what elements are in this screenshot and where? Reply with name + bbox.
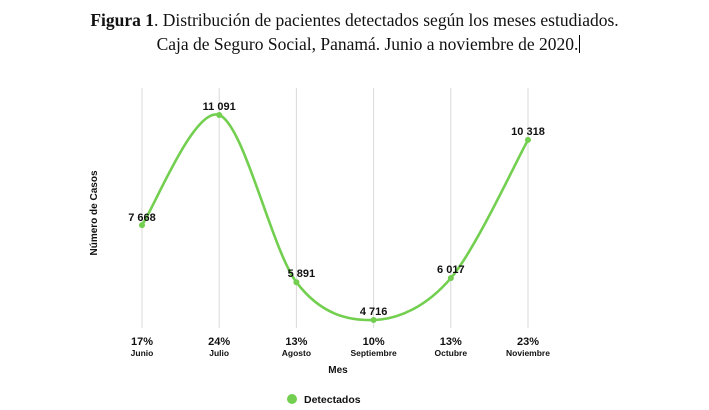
- value-label-octubre: 6 017: [437, 264, 465, 276]
- series-line-detectados: [140, 113, 530, 322]
- caption-line-1: Figura 1. Distribución de pacientes dete…: [0, 8, 709, 32]
- tick-label-junio: Junio: [131, 348, 154, 358]
- data-point-noviembre[interactable]: [525, 136, 531, 143]
- data-point-junio[interactable]: [139, 222, 145, 229]
- percent-label-noviembre: 23%: [517, 336, 539, 348]
- percent-label-octubre: 13%: [440, 336, 462, 348]
- figure-caption: Figura 1. Distribución de pacientes dete…: [0, 8, 709, 56]
- x-axis-labels: 17%Junio24%Julio13%Agosto10%Septiembre13…: [131, 336, 551, 358]
- data-point-octubre[interactable]: [447, 275, 454, 282]
- value-label-junio: 7 668: [128, 212, 156, 224]
- caption-subtitle: Caja de Seguro Social, Panamá. Junio a n…: [156, 34, 579, 54]
- value-label-septiembre: 4 716: [360, 306, 388, 318]
- tick-label-noviembre: Noviembre: [506, 348, 550, 358]
- value-label-noviembre: 10 318: [511, 126, 545, 138]
- data-point-agosto[interactable]: [293, 279, 300, 286]
- data-point-septiembre[interactable]: [370, 317, 377, 323]
- percent-label-junio: 17%: [131, 336, 153, 348]
- legend-swatch-detectados: [287, 394, 297, 404]
- value-label-julio: 11 091: [203, 101, 236, 113]
- tick-label-octubre: Octubre: [435, 348, 468, 358]
- percent-label-agosto: 13%: [285, 336, 307, 348]
- legend-label-detectados: Detectados: [304, 394, 361, 406]
- value-label-agosto: 5 891: [288, 268, 316, 280]
- caption-line-2: Caja de Seguro Social, Panamá. Junio a n…: [0, 32, 709, 56]
- tick-label-julio: Julio: [209, 348, 229, 358]
- tick-label-septiembre: Septiembre: [350, 348, 397, 358]
- text-cursor: [579, 35, 581, 53]
- value-labels: 7 668 11 091 5 891 4 716 6 017 10 318: [128, 101, 545, 318]
- x-axis-label: Mes: [328, 365, 348, 376]
- tick-label-agosto: Agosto: [282, 348, 311, 358]
- data-point-julio[interactable]: [216, 112, 223, 118]
- chart-gridlines: [141, 88, 529, 328]
- figure-label: Figura 1: [90, 10, 155, 30]
- caption-text: . Distribución de pacientes detectados s…: [154, 10, 619, 30]
- y-axis-label: Número de Casos: [89, 170, 100, 255]
- data-points: [139, 112, 531, 323]
- percent-label-septiembre: 10%: [363, 336, 385, 348]
- percent-label-julio: 24%: [208, 336, 230, 348]
- legend[interactable]: Detectados: [287, 394, 361, 406]
